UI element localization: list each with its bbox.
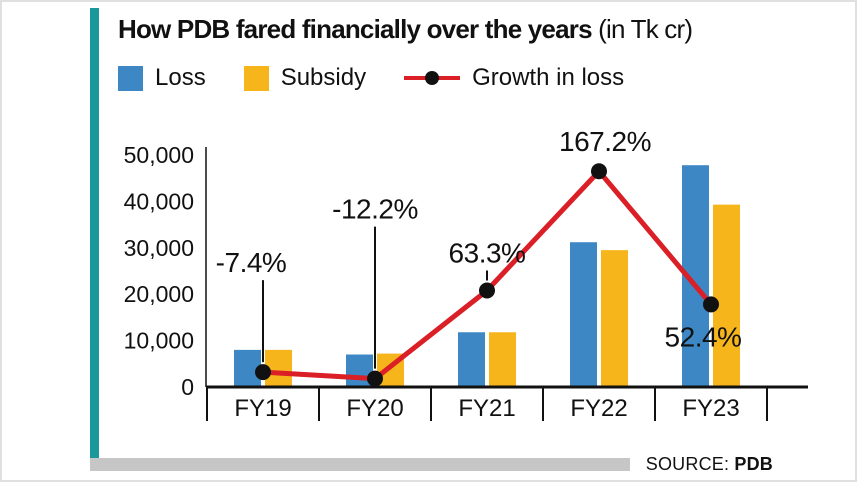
legend-label: Loss <box>155 64 206 91</box>
bar-loss-fy22 <box>570 242 597 387</box>
chart-title-main: How PDB fared financially over the years <box>118 14 593 44</box>
legend-label: Subsidy <box>280 64 367 91</box>
legend-item-subsidy: Subsidy <box>243 64 367 92</box>
growth-point-fy19 <box>255 364 271 381</box>
growth-label-fy22: 167.2% <box>559 126 651 157</box>
bar-subsidy-fy22 <box>601 250 628 387</box>
legend-item-growth-in-loss: Growth in loss <box>404 64 624 92</box>
x-category-label-fy21: FY21 <box>458 395 515 422</box>
y-tick-label: 0 <box>181 374 194 400</box>
legend-square-swatch <box>243 65 269 91</box>
bar-loss-fy21 <box>458 332 485 387</box>
x-category-label-fy22: FY22 <box>570 395 627 422</box>
legend-line-swatch <box>404 71 461 85</box>
bar-subsidy-fy23 <box>713 204 740 387</box>
growth-label-fy19: -7.4% <box>216 247 287 278</box>
growth-point-fy20 <box>367 370 383 387</box>
growth-label-fy20: -12.2% <box>332 194 418 225</box>
x-category-label-fy20: FY20 <box>346 395 403 422</box>
y-tick-label: 50,000 <box>124 142 194 168</box>
bar-subsidy-fy21 <box>489 332 516 387</box>
source-prefix: SOURCE: <box>645 454 735 474</box>
bottom-strip <box>90 458 630 471</box>
growth-label-fy21: 63.3% <box>449 237 526 268</box>
y-tick-label: 20,000 <box>124 281 194 307</box>
legend: Loss Subsidy Growth in loss <box>118 64 624 92</box>
y-tick-label: 10,000 <box>124 328 194 354</box>
growth-point-fy22 <box>591 163 607 180</box>
growth-point-fy21 <box>479 282 495 299</box>
y-tick-label: 30,000 <box>124 235 194 261</box>
growth-label-fy23: 52.4% <box>665 321 742 352</box>
legend-square-swatch <box>118 65 143 91</box>
source-value: PDB <box>734 454 773 474</box>
chart-title: How PDB fared financially over the years… <box>118 14 693 45</box>
legend-label: Growth in loss <box>472 64 625 91</box>
growth-point-fy23 <box>703 296 719 313</box>
x-category-label-fy23: FY23 <box>682 395 739 422</box>
legend-item-loss: Loss <box>118 64 206 92</box>
source-label: SOURCE: PDB <box>646 454 773 475</box>
legend-line-dot-icon <box>425 71 440 85</box>
chart-title-unit: (in Tk cr) <box>591 14 693 44</box>
x-category-label-fy19: FY19 <box>234 395 291 422</box>
accent-bar <box>90 8 99 460</box>
y-tick-label: 40,000 <box>124 188 194 214</box>
